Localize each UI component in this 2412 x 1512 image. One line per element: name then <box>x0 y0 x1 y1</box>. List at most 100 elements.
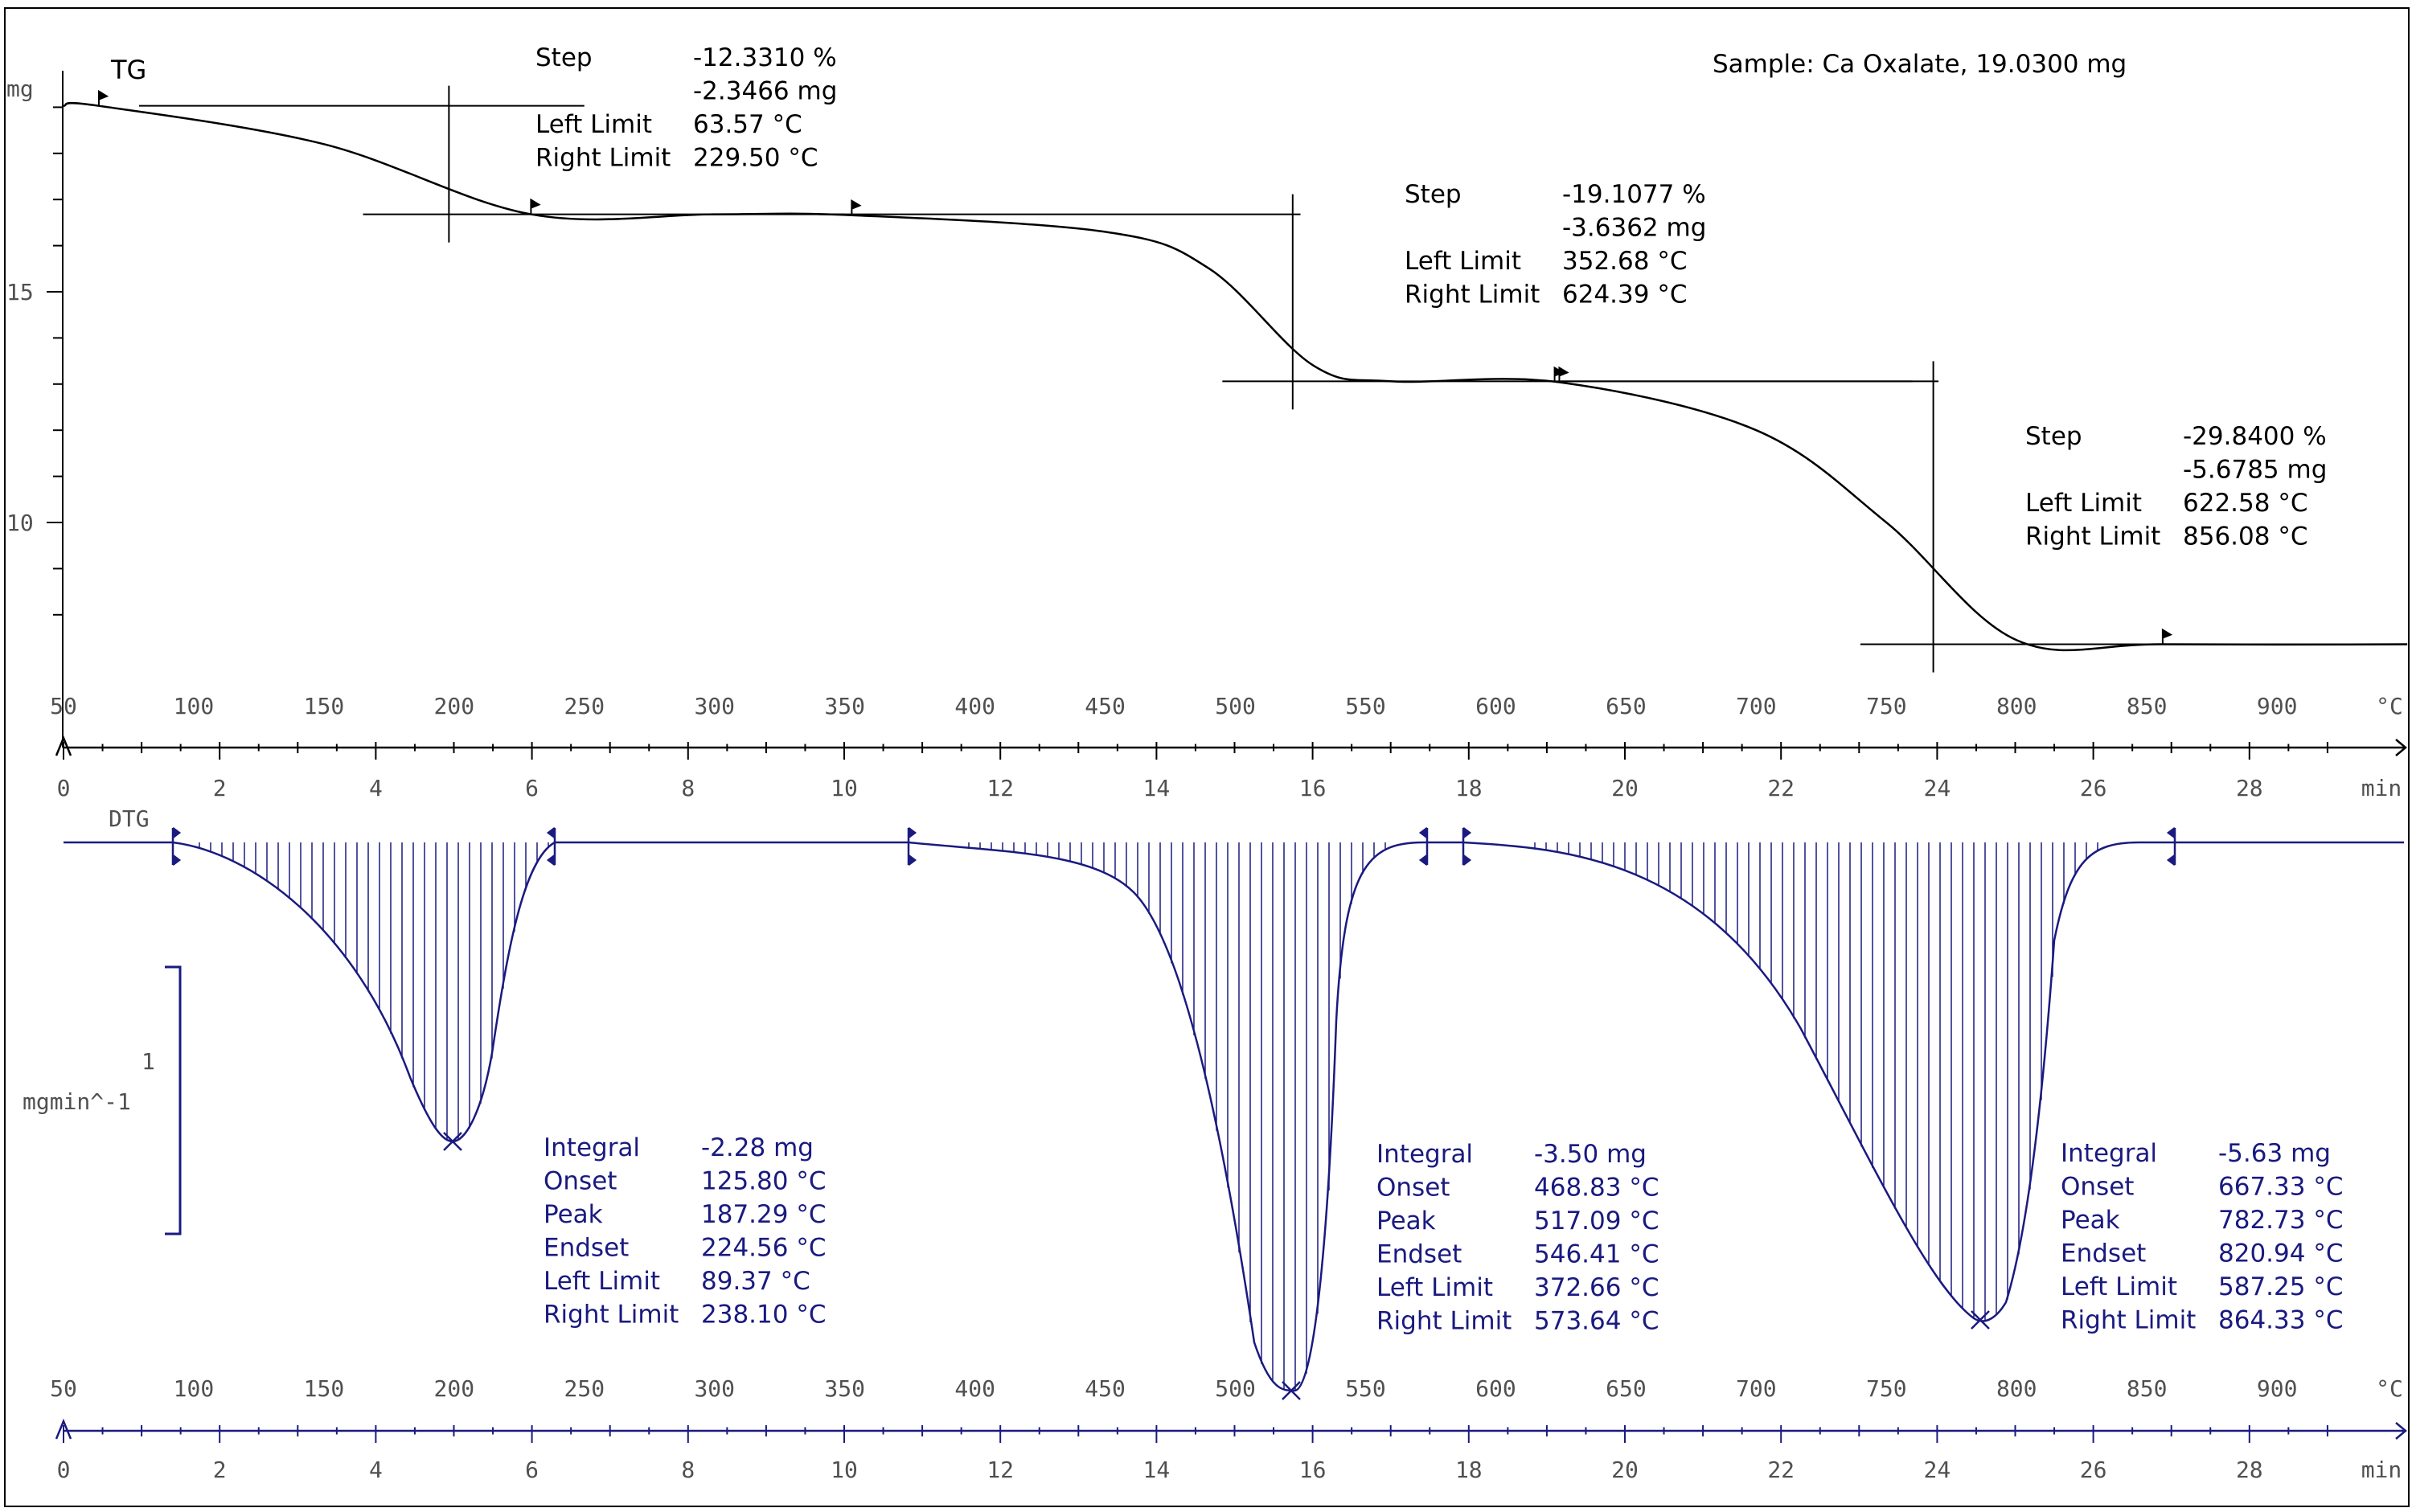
dtg-peak-key: Left Limit <box>544 1267 660 1296</box>
time-tick-label: 24 <box>1924 1457 1951 1483</box>
time-unit-label: min <box>2361 1457 2402 1483</box>
dtg-peak-value: 517.09 °C <box>1534 1207 1659 1235</box>
dtg-peak-value: 546.41 °C <box>1534 1240 1659 1269</box>
dtg-peak-key: Left Limit <box>2061 1272 2177 1301</box>
time-tick-label: 8 <box>681 775 695 801</box>
dtg-peak-value: 187.29 °C <box>701 1200 826 1229</box>
time-tick-label: 12 <box>987 775 1014 801</box>
temp-tick-label: 250 <box>564 693 605 719</box>
dtg-peak-key: Onset <box>544 1167 617 1196</box>
tg-step-key: Left Limit <box>1405 247 1521 276</box>
time-tick-label: 0 <box>57 775 71 801</box>
time-tick-label: 6 <box>525 1457 539 1483</box>
time-tick-label: 12 <box>987 1457 1014 1483</box>
tg-step-annotation: Step -19.1077 % -3.6362 mg Left Limit 352.68… <box>1405 180 1706 309</box>
temp-tick-label: 300 <box>694 693 735 719</box>
temp-tick-label: 350 <box>824 693 865 719</box>
dtg-peak-key: Endset <box>1376 1240 1462 1269</box>
temp-tick-label: 50 <box>50 1375 77 1402</box>
dtg-limit-marker <box>2166 827 2176 866</box>
time-tick-label: 28 <box>2236 775 2263 801</box>
dtg-peak-key: Endset <box>2061 1240 2146 1268</box>
time-tick-label: 10 <box>831 775 858 801</box>
temp-tick-label: 150 <box>304 1375 345 1402</box>
dtg-peak-annotation: Integral -3.50 mg Onset 468.83 °C Peak 517.09… <box>1376 1140 1659 1336</box>
tg-step-value: 622.58 °C <box>2183 489 2307 518</box>
tg-step-key: Step <box>2025 422 2082 451</box>
time-axis-arrow <box>55 735 72 756</box>
time-tick-label: 4 <box>369 775 383 801</box>
dtg-peak-marker <box>443 1132 462 1151</box>
dtg-peak-key: Right Limit <box>2061 1306 2196 1335</box>
temp-tick-label: 850 <box>2127 693 2168 719</box>
dtg-peak-value: 573.64 °C <box>1534 1307 1659 1336</box>
tg-limit-flag <box>1558 366 1569 383</box>
tg-step-value: 229.50 °C <box>693 144 818 173</box>
dtg-peak-value: 587.25 °C <box>2218 1272 2343 1301</box>
time-tick-label: 26 <box>2080 775 2107 801</box>
temp-tick-label: 200 <box>434 1375 475 1402</box>
tg-step-value: -19.1077 % <box>1562 180 1706 209</box>
tg-step-value: 624.39 °C <box>1562 281 1687 309</box>
tg-step-key: Right Limit <box>2025 522 2160 551</box>
temp-tick-label: 250 <box>564 1375 605 1402</box>
time-tick-label: 26 <box>2080 1457 2107 1483</box>
dtg-scale-unit: mgmin^-1 <box>23 1088 131 1115</box>
tg-limit-flag <box>1553 366 1565 383</box>
tg-step-value: -29.8400 % <box>2183 422 2327 451</box>
dtg-peak-annotation: Integral -5.63 mg Onset 667.33 °C Peak 782.73… <box>2061 1139 2343 1335</box>
dtg-peak-key: Left Limit <box>1376 1273 1493 1302</box>
chart-border <box>4 7 2410 1507</box>
dtg-peak-key: Onset <box>2061 1173 2134 1202</box>
temp-tick-label: 100 <box>174 693 215 719</box>
dtg-panel: DTG 1 mgmin^-1 Integral -2.28 mg Onset 125.… <box>23 805 2407 1483</box>
temp-tick-label: 700 <box>1736 1375 1777 1402</box>
dtg-peak-key: Peak <box>2061 1206 2120 1235</box>
temp-tick-label: 600 <box>1475 1375 1516 1402</box>
temp-tick-label: 50 <box>50 693 77 719</box>
dtg-peak-value: 372.66 °C <box>1534 1273 1659 1302</box>
temp-tick-label: 550 <box>1345 1375 1386 1402</box>
tg-step-value: 856.08 °C <box>2183 522 2307 551</box>
tg-step-value: -12.3310 % <box>693 43 837 72</box>
tg-step-key: Right Limit <box>1405 281 1540 309</box>
time-tick-label: 24 <box>1924 775 1951 801</box>
time-tick-label: 14 <box>1143 775 1171 801</box>
time-tick-label: 8 <box>681 1457 695 1483</box>
temp-tick-label: 650 <box>1606 693 1647 719</box>
dtg-peak-value: 125.80 °C <box>701 1167 826 1196</box>
dtg-limit-marker <box>907 827 917 866</box>
tg-step-key: Left Limit <box>2025 489 2142 518</box>
tg-step-value: -3.6362 mg <box>1562 214 1706 243</box>
dtg-peak-key: Onset <box>1376 1174 1450 1203</box>
dtg-curve <box>64 841 2404 1392</box>
temp-tick-label: 800 <box>1996 693 2037 719</box>
temp-tick-label: 150 <box>304 693 345 719</box>
time-axis-arrow-right <box>2395 1422 2407 1440</box>
dtg-limit-marker <box>171 827 182 866</box>
dtg-peak-marker <box>1971 1310 1990 1330</box>
tg-step-annotation: Step -29.8400 % -5.6785 mg Left Limit 622.58… <box>2025 422 2327 551</box>
tg-curve-label: TG <box>110 55 146 85</box>
dtg-peak-value: 864.33 °C <box>2218 1306 2343 1335</box>
temp-tick-label: 900 <box>2257 693 2298 719</box>
dtg-peak-value: 820.94 °C <box>2218 1240 2343 1268</box>
temp-tick-label: 350 <box>824 1375 865 1402</box>
temp-tick-label: 700 <box>1736 693 1777 719</box>
time-tick-label: 28 <box>2236 1457 2263 1483</box>
dtg-limit-marker <box>1418 827 1429 866</box>
dtg-peak-key: Peak <box>544 1200 603 1229</box>
tg-step-value: 352.68 °C <box>1562 247 1687 276</box>
time-tick-label: 16 <box>1299 775 1327 801</box>
dtg-peak-value: 89.37 °C <box>701 1267 810 1296</box>
dtg-peak-key: Integral <box>1376 1140 1473 1169</box>
temp-tick-label: 300 <box>694 1375 735 1402</box>
time-tick-label: 2 <box>213 775 227 801</box>
time-unit-label: min <box>2361 775 2402 801</box>
temp-tick-label: 400 <box>954 1375 995 1402</box>
dtg-peak-marker <box>1282 1381 1301 1400</box>
tg-step-annotation: Step -12.3310 % -2.3466 mg Left Limit 63.57 … <box>535 43 837 173</box>
dtg-scale-bar <box>165 965 182 1235</box>
temp-tick-label: 750 <box>1866 1375 1907 1402</box>
temp-tick-label: 650 <box>1606 1375 1647 1402</box>
